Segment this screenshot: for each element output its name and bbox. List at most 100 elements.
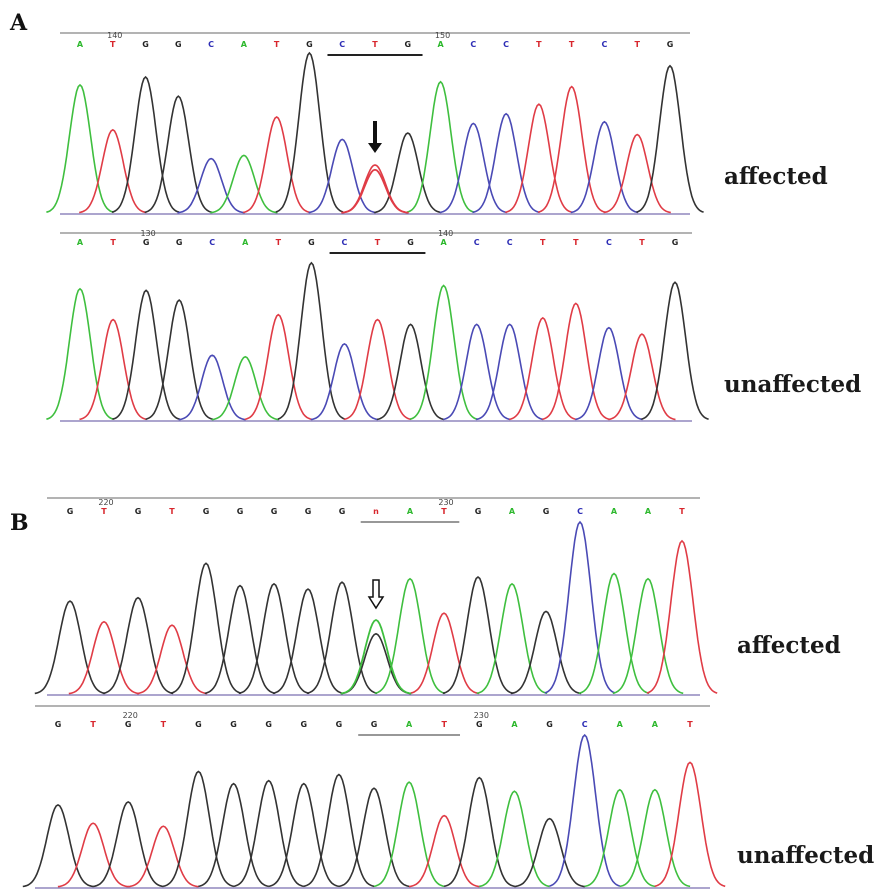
base-call-label: T (276, 238, 282, 247)
base-call-label: T (375, 238, 381, 247)
trace-peak (636, 64, 704, 213)
base-call-label: T (372, 40, 378, 49)
trace-peak (612, 577, 684, 695)
position-label: 230 (474, 711, 489, 720)
base-call-label: A (407, 507, 414, 516)
base-call-label: G (237, 507, 244, 516)
mutation-arrow-icon (368, 121, 382, 153)
base-call-label: G (306, 40, 313, 49)
trace-peak (476, 582, 548, 695)
base-call-label: C (342, 238, 348, 247)
base-call-label: C (577, 507, 583, 516)
position-label: 140 (438, 229, 453, 238)
base-call-label: C (208, 40, 214, 49)
position-label: 150 (435, 31, 450, 40)
trace-peak (408, 612, 480, 695)
trace-peak (178, 354, 246, 421)
base-call-label: T (639, 238, 645, 247)
trace-peak (68, 620, 140, 695)
base-call-label: G (339, 507, 346, 516)
trace-peak (472, 112, 540, 214)
trace-peak (475, 323, 544, 421)
base-call-label: G (55, 720, 62, 729)
trace-peak (619, 788, 691, 888)
base-call-label: G (475, 507, 482, 516)
position-label: 220 (123, 711, 138, 720)
trace-peak (242, 116, 311, 214)
base-call-label: C (606, 238, 612, 247)
base-call-label: C (582, 720, 588, 729)
trace-peak (442, 323, 511, 421)
trace-peak (238, 582, 310, 695)
trace-peak (584, 788, 656, 888)
base-call-label: G (336, 720, 343, 729)
status-label-a-affected: affected (724, 163, 828, 190)
base-call-label: A (406, 720, 413, 729)
trace-peak (112, 289, 180, 420)
base-call-label: G (476, 720, 483, 729)
base-call-label: T (101, 507, 107, 516)
base-call-label: A (437, 40, 444, 49)
base-call-label: G (142, 40, 149, 49)
base-call-label: T (634, 40, 640, 49)
base-call-label: G (546, 720, 553, 729)
trace-peak (376, 323, 445, 421)
trace-peak (92, 800, 164, 888)
trace-peak (57, 822, 129, 888)
trace-peak (233, 779, 305, 888)
base-call-label: T (110, 238, 116, 247)
trace-peak (198, 782, 269, 888)
base-call-label: C (339, 40, 345, 49)
base-call-label: G (667, 40, 674, 49)
trace-peak (341, 164, 409, 214)
base-call-label: G (143, 238, 150, 247)
base-call-label: G (371, 720, 378, 729)
trace-peak (79, 318, 147, 421)
base-call-label: T (573, 238, 579, 247)
trace-peak (641, 281, 709, 420)
base-call-label: G (175, 40, 182, 49)
base-call-label: G (135, 507, 142, 516)
trace-peak (46, 287, 114, 420)
trace-peak (608, 333, 676, 421)
trace-peak (177, 157, 245, 214)
trace-peak (136, 624, 208, 695)
base-call-label: C (503, 40, 509, 49)
trace-peak (575, 326, 643, 421)
trace-peak (310, 342, 379, 421)
base-call-label: G (176, 238, 183, 247)
base-call-label: C (474, 238, 480, 247)
trace-peak (509, 316, 577, 421)
base-call-label: T (90, 720, 96, 729)
trace-peak (22, 803, 94, 888)
base-call-label: C (602, 40, 608, 49)
trace-peak (244, 313, 313, 421)
status-label-a-unaffected: unaffected (724, 371, 862, 398)
trace-peak (549, 733, 621, 887)
trace-peak (170, 562, 242, 694)
trace-peak (374, 577, 446, 695)
base-call-label: A (617, 720, 624, 729)
trace-peak (443, 776, 515, 888)
status-label-b-unaffected: unaffected (737, 842, 875, 869)
trace-peak (603, 133, 671, 214)
base-call-label: A (242, 238, 249, 247)
base-call-label: A (441, 238, 448, 247)
trace-peak (409, 284, 478, 420)
position-label: 230 (438, 498, 453, 507)
position-label: 140 (107, 31, 122, 40)
trace-peak (406, 80, 475, 213)
base-call-label: T (161, 720, 167, 729)
base-call-label: A (645, 507, 652, 516)
base-call-label: A (241, 40, 248, 49)
trace-peak (570, 120, 639, 214)
base-call-label: T (441, 507, 447, 516)
trace-peak (268, 782, 340, 888)
base-call-label: G (404, 40, 411, 49)
base-call-label: G (305, 507, 312, 516)
base-call-label: A (652, 720, 659, 729)
base-call-label: A (511, 720, 518, 729)
